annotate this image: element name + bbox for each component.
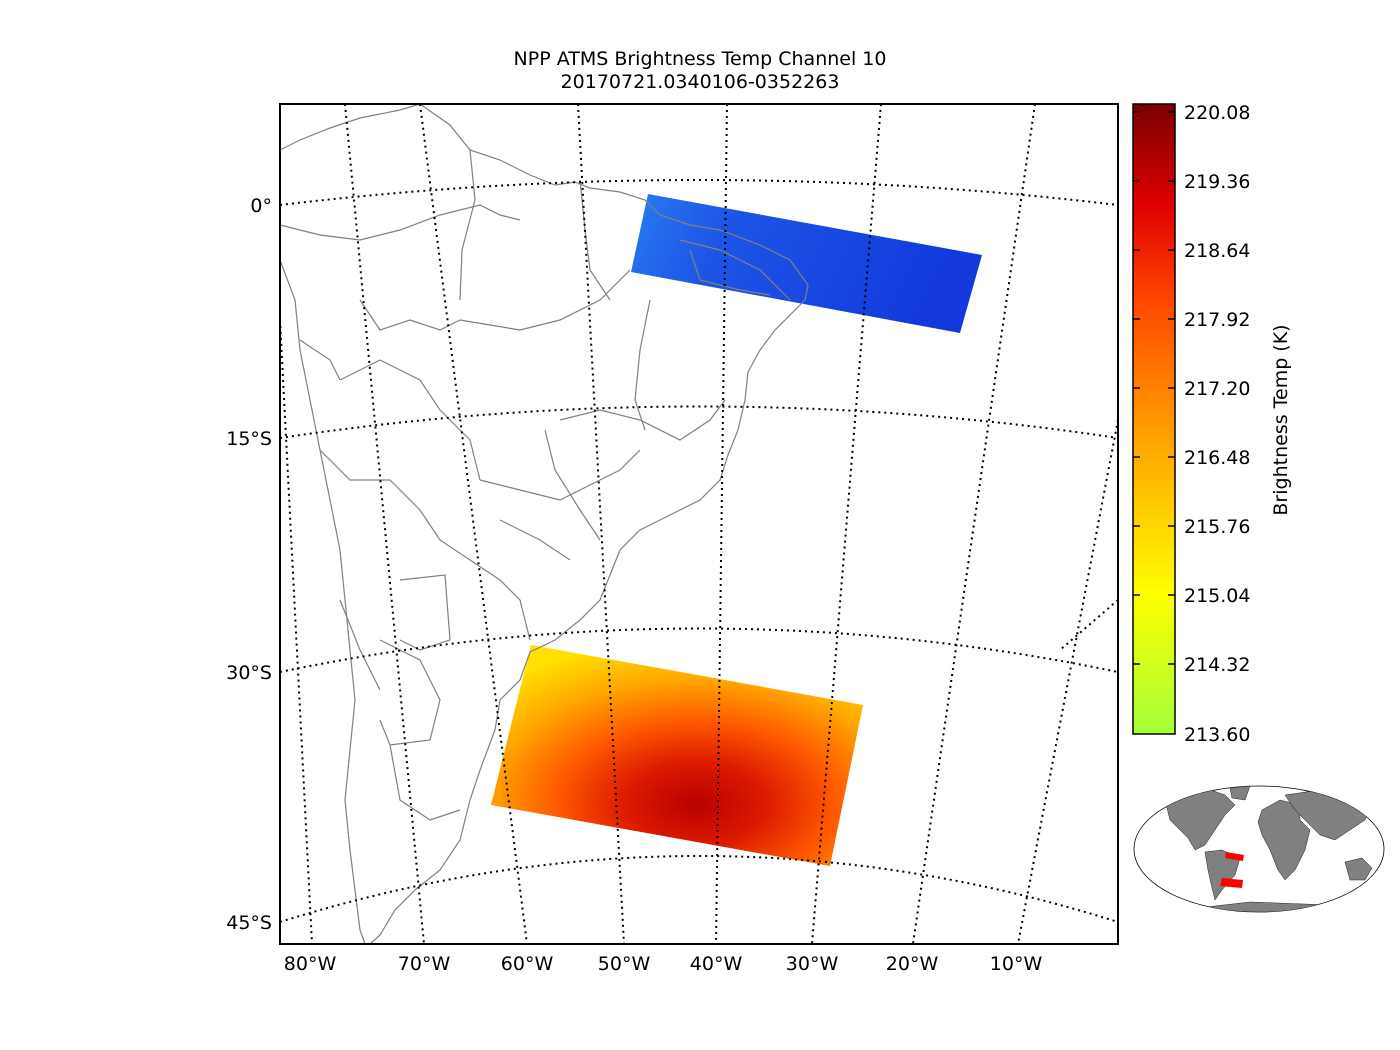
- map-area: [280, 104, 1118, 944]
- colorbar-label: Brightness Temp (K): [1270, 324, 1292, 516]
- meridian-70w: [344, 104, 425, 944]
- lon-tick-20w: 20°W: [886, 953, 939, 975]
- meridian-10w: [1017, 419, 1118, 944]
- colorbar-tick-8: 214.32: [1184, 654, 1250, 676]
- lat-tick-15s: 15°S: [226, 428, 272, 450]
- colorbar-tick-3: 217.92: [1184, 309, 1250, 331]
- colorbar-tick-2: 218.64: [1184, 240, 1250, 262]
- south-swath: [491, 645, 863, 866]
- parallel-0: [280, 179, 1118, 206]
- colorbar-gradient: [1132, 103, 1176, 735]
- lat-tick-45s: 45°S: [226, 912, 272, 934]
- inset-australia: [1344, 857, 1373, 881]
- inset-greenland: [1229, 786, 1251, 801]
- title-line-2: 20170721.0340106-0352263: [560, 71, 840, 93]
- lat-tick-labels: 0° 15°S 30°S 45°S: [226, 195, 272, 934]
- colorbar-tick-1: 219.36: [1184, 171, 1250, 193]
- colorbar-tick-5: 216.48: [1184, 447, 1250, 469]
- graticule: [280, 104, 1118, 944]
- lon-tick-30w: 30°W: [786, 953, 839, 975]
- inset-world-map: [1133, 785, 1385, 913]
- colorbar-tick-9: 213.60: [1184, 724, 1250, 746]
- lon-tick-60w: 60°W: [501, 953, 554, 975]
- lon-tick-80w: 80°W: [284, 953, 337, 975]
- meridian-80w: [280, 319, 313, 944]
- meridian-50w: [577, 104, 625, 944]
- lon-tick-70w: 70°W: [398, 953, 451, 975]
- lat-tick-0: 0°: [250, 195, 272, 217]
- parallel-30s: [280, 627, 1118, 673]
- coastline-boundaries: [280, 104, 809, 944]
- colorbar-tick-6: 215.76: [1184, 516, 1250, 538]
- map-title: NPP ATMS Brightness Temp Channel 10 2017…: [280, 48, 1120, 94]
- colorbar: 220.08 219.36 218.64 217.92 217.20 216.4…: [1132, 102, 1250, 746]
- lon-tick-50w: 50°W: [598, 953, 651, 975]
- lon-tick-10w: 10°W: [990, 953, 1043, 975]
- meridian-40w: [715, 104, 728, 944]
- colorbar-tick-7: 215.04: [1184, 585, 1250, 607]
- north-swath: [631, 194, 982, 333]
- parallel-45s: [280, 855, 1118, 923]
- lat-tick-30s: 30°S: [226, 662, 272, 684]
- parallel-15s: [280, 405, 1118, 439]
- lon-tick-40w: 40°W: [690, 953, 743, 975]
- inset-south-swath: [1220, 878, 1243, 888]
- title-line-1: NPP ATMS Brightness Temp Channel 10: [513, 48, 887, 70]
- colorbar-tick-4: 217.20: [1184, 378, 1250, 400]
- map-frame: [279, 103, 1119, 945]
- lon-tick-labels: 80°W 70°W 60°W 50°W 40°W 30°W 20°W 10°W: [284, 953, 1043, 975]
- inset-north-swath: [1225, 852, 1244, 861]
- meridian-30w: [811, 104, 882, 944]
- parallel-e1: [1059, 599, 1118, 651]
- colorbar-tick-0: 220.08: [1184, 102, 1250, 124]
